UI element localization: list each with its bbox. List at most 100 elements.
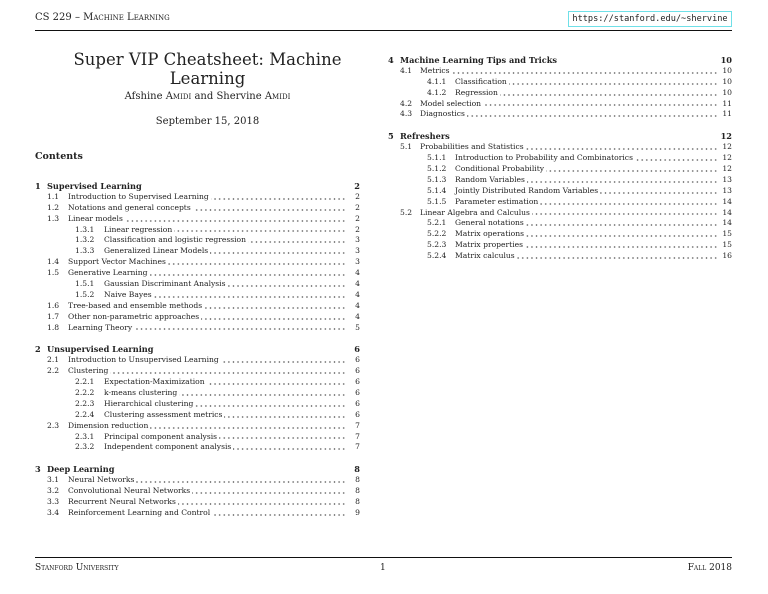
toc-entry[interactable]: 1.3.1 Linear regression 2 bbox=[35, 224, 360, 236]
toc-entry[interactable]: 1.6 Tree-based and ensemble methods 4 bbox=[35, 300, 360, 312]
toc-entry-page: 8 bbox=[354, 464, 360, 475]
toc-entry-page: 10 bbox=[720, 55, 732, 65]
toc-entry-page: 15 bbox=[722, 240, 732, 250]
toc-entry-page: 4 bbox=[355, 268, 360, 278]
toc-entry[interactable]: 2.2.1 Expectation-Maximization 6 bbox=[35, 377, 360, 389]
toc-entry-page: 6 bbox=[355, 409, 360, 419]
toc-entry[interactable]: 2.1 Introduction to Unsupervised Learning… bbox=[35, 355, 360, 367]
toc-entry-page: 9 bbox=[355, 507, 360, 517]
toc-section[interactable]: 2 Unsupervised Learning 6 bbox=[35, 344, 360, 356]
toc-entry[interactable]: 5.2 Linear Algebra and Calculus 14 bbox=[388, 207, 732, 219]
toc-entry-page: 11 bbox=[722, 98, 732, 108]
toc-entry[interactable]: 2.3.2 Independent component analysis 7 bbox=[35, 442, 360, 454]
toc-entry-number: 2 bbox=[35, 344, 41, 355]
toc-entry-page: 12 bbox=[720, 131, 732, 142]
toc-entry[interactable]: 1.5.2 Naive Bayes 4 bbox=[35, 289, 360, 301]
toc-entry[interactable]: 5.2.3 Matrix properties 15 bbox=[388, 240, 732, 252]
toc-entry[interactable]: 3.1 Neural Networks 8 bbox=[35, 475, 360, 487]
toc-entry-page: 4 bbox=[355, 279, 360, 289]
toc-entry[interactable]: 4.3 Diagnostics 11 bbox=[388, 109, 732, 121]
toc-entry[interactable]: 5.1.1 Introduction to Probability and Com… bbox=[388, 153, 732, 165]
dot-leader bbox=[68, 371, 346, 376]
toc-entry-number: 4.1.2 bbox=[427, 87, 447, 97]
toc-entry[interactable]: 4.1 Metrics 10 bbox=[388, 65, 732, 77]
toc-entry[interactable]: 2.2.3 Hierarchical clustering 6 bbox=[35, 398, 360, 410]
contents-heading: Contents bbox=[35, 151, 83, 162]
toc-entry-title: Generative Learning bbox=[68, 268, 150, 280]
toc-left-column: 1 Supervised Learning 2 1.1 Introduction to … bbox=[35, 181, 360, 519]
toc-section[interactable]: 1 Supervised Learning 2 bbox=[35, 181, 360, 192]
toc-right-column: 4 Machine Learning Tips and Tricks 10 4.1 Me… bbox=[388, 55, 732, 263]
toc-entry-title: Gaussian Discriminant Analysis bbox=[104, 279, 228, 290]
toc-entry-title: Refreshers bbox=[400, 131, 452, 143]
url-link[interactable]: https://stanford.edu/~shervine bbox=[568, 11, 732, 27]
toc-entry-title: Linear models bbox=[68, 213, 125, 225]
toc-section[interactable]: 3 Deep Learning 8 bbox=[35, 464, 360, 476]
toc-entry-number: 3 bbox=[35, 464, 41, 475]
footer-institution: Stanford University bbox=[35, 563, 119, 573]
authors: Afshine Amidi and Shervine Amidi bbox=[35, 91, 380, 102]
toc-entry[interactable]: 5.2.1 General notations 14 bbox=[388, 218, 732, 230]
toc-entry-title: Introduction to Supervised Learning bbox=[68, 191, 211, 203]
toc-entry-number: 5.2 bbox=[400, 207, 413, 217]
toc-entry[interactable]: 1.8 Learning Theory 5 bbox=[35, 322, 360, 334]
toc-entry[interactable]: 1.5 Generative Learning 4 bbox=[35, 268, 360, 280]
toc-entry[interactable]: 4.1.1 Classification 10 bbox=[388, 76, 732, 88]
footer-term: Fall 2018 bbox=[687, 563, 732, 573]
toc-entry[interactable]: 2.3.1 Principal component analysis 7 bbox=[35, 431, 360, 443]
toc-entry-page: 3 bbox=[355, 246, 360, 256]
toc-entry[interactable]: 4.2 Model selection 11 bbox=[388, 98, 732, 110]
toc-entry-number: 5.2.1 bbox=[427, 218, 447, 228]
toc-entry[interactable]: 5.1.2 Conditional Probability 12 bbox=[388, 164, 732, 175]
toc-entry[interactable]: 5.2.4 Matrix calculus 16 bbox=[388, 251, 732, 263]
toc-entry[interactable]: 5.1.4 Jointly Distributed Random Variable… bbox=[388, 185, 732, 197]
toc-entry-title: Deep Learning bbox=[47, 464, 117, 476]
dot-leader bbox=[455, 223, 718, 228]
toc-entry[interactable]: 1.5.1 Gaussian Discriminant Analysis 4 bbox=[35, 279, 360, 290]
toc-entry-number: 1.3 bbox=[47, 213, 60, 223]
toc-entry-number: 2.3 bbox=[47, 420, 60, 430]
footer-rule bbox=[35, 557, 732, 558]
running-header-course: CS 229 – Machine Learning bbox=[35, 12, 170, 23]
toc-entry-page: 5 bbox=[355, 322, 360, 332]
toc-entry-page: 7 bbox=[355, 431, 360, 441]
toc-entry-page: 10 bbox=[722, 65, 732, 75]
toc-entry[interactable]: 1.1 Introduction to Supervised Learning 2 bbox=[35, 191, 360, 203]
toc-entry[interactable]: 1.3 Linear models 2 bbox=[35, 213, 360, 225]
toc-section[interactable]: 5 Refreshers 12 bbox=[388, 131, 732, 143]
toc-entry[interactable]: 2.2 Clustering 6 bbox=[35, 366, 360, 378]
toc-entry[interactable]: 5.1 Probabilities and Statistics 12 bbox=[388, 142, 732, 154]
toc-entry[interactable]: 2.2.2 k-means clustering 6 bbox=[35, 388, 360, 399]
toc-entry[interactable]: 1.3.3 Generalized Linear Models 3 bbox=[35, 246, 360, 258]
toc-entry-number: 1.7 bbox=[47, 311, 60, 321]
toc-entry-number: 1.2 bbox=[47, 202, 60, 212]
toc-entry-title: Random Variables bbox=[455, 174, 527, 186]
toc-section[interactable]: 4 Machine Learning Tips and Tricks 10 bbox=[388, 55, 732, 66]
toc-entry-title: Dimension reduction bbox=[68, 420, 151, 432]
toc-entry[interactable]: 2.2.4 Clustering assessment metrics 6 bbox=[35, 409, 360, 421]
toc-entry[interactable]: 1.3.2 Classification and logistic regress… bbox=[35, 235, 360, 247]
author-1-family: Amidi bbox=[165, 91, 192, 102]
toc-entry-title: Diagnostics bbox=[420, 109, 467, 121]
toc-entry-number: 5.1.5 bbox=[427, 196, 447, 206]
toc-entry[interactable]: 4.1.2 Regression 10 bbox=[388, 87, 732, 99]
dot-leader bbox=[104, 229, 346, 234]
toc-entry[interactable]: 2.3 Dimension reduction 7 bbox=[35, 420, 360, 432]
toc-entry-number: 5.2.3 bbox=[427, 240, 447, 250]
toc-entry[interactable]: 5.1.3 Random Variables 13 bbox=[388, 174, 732, 186]
toc-entry[interactable]: 3.2 Convolutional Neural Networks 8 bbox=[35, 486, 360, 498]
toc-entry[interactable]: 1.2 Notations and general concepts 2 bbox=[35, 202, 360, 214]
toc-entry-page: 3 bbox=[355, 257, 360, 267]
toc-entry-page: 2 bbox=[354, 181, 360, 191]
toc-entry[interactable]: 5.1.5 Parameter estimation 14 bbox=[388, 196, 732, 208]
toc-entry[interactable]: 1.7 Other non-parametric approaches 4 bbox=[35, 311, 360, 323]
toc-entry-title: Conditional Probability bbox=[455, 164, 547, 175]
toc-entry-page: 8 bbox=[355, 497, 360, 507]
toc-entry-number: 1.5.2 bbox=[75, 289, 95, 299]
toc-entry[interactable]: 3.3 Recurrent Neural Networks 8 bbox=[35, 497, 360, 508]
dot-leader bbox=[68, 501, 346, 506]
toc-entry[interactable]: 3.4 Reinforcement Learning and Control 9 bbox=[35, 507, 360, 519]
toc-entry[interactable]: 5.2.2 Matrix operations 15 bbox=[388, 229, 732, 241]
toc-entry[interactable]: 1.4 Support Vector Machines 3 bbox=[35, 257, 360, 269]
toc-entry-number: 4.2 bbox=[400, 98, 413, 108]
